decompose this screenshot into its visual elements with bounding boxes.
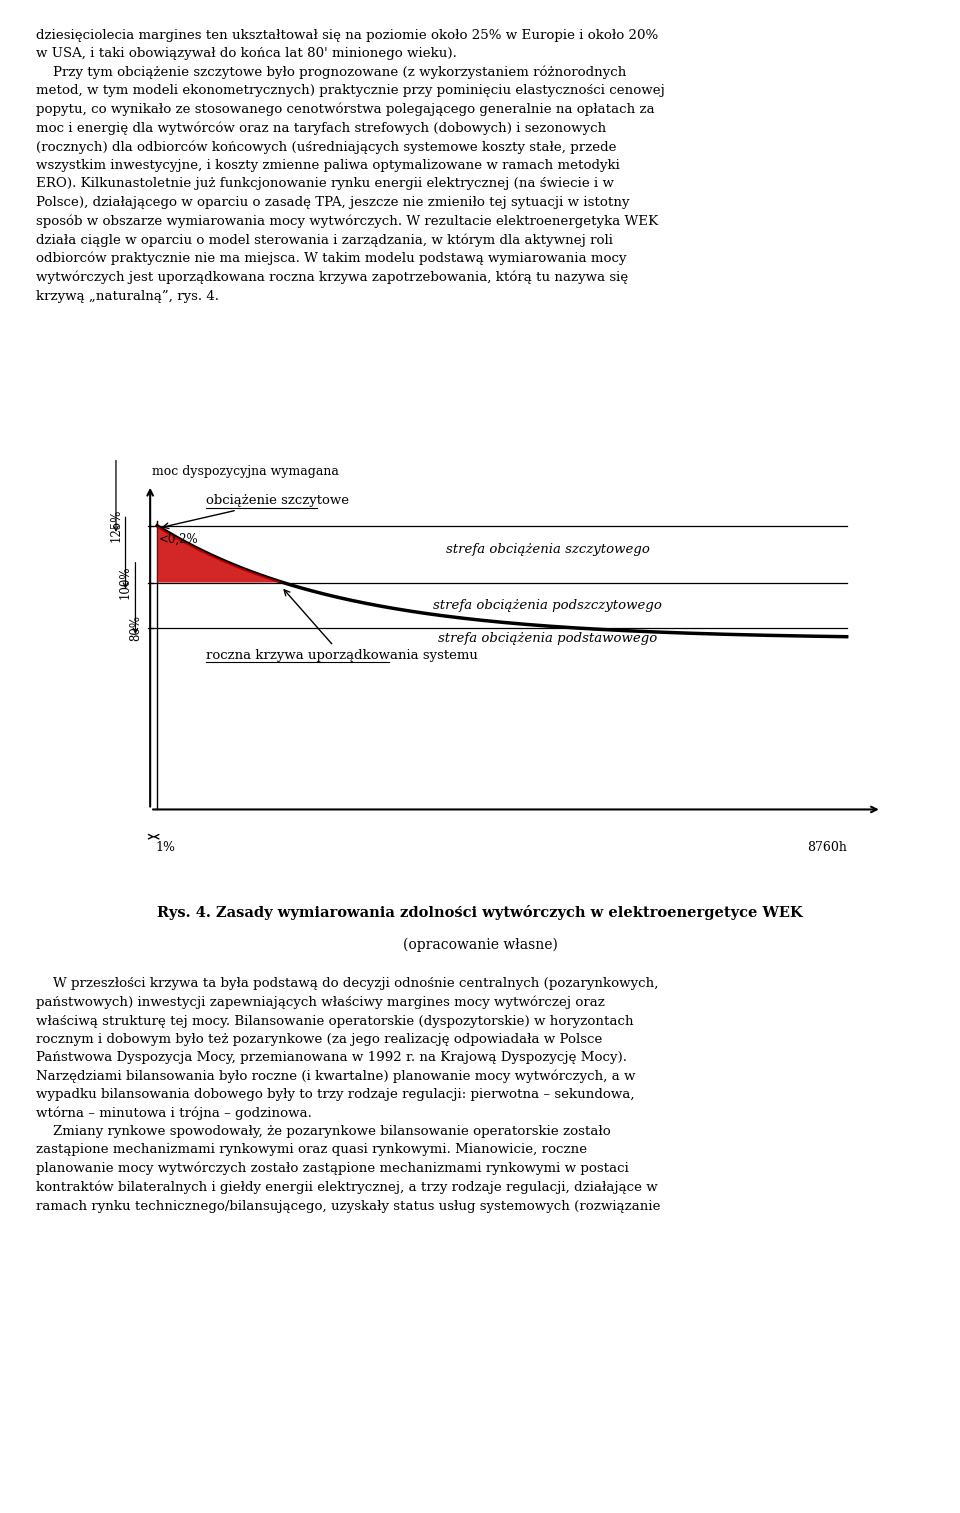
Text: <0,2%: <0,2% <box>158 533 198 546</box>
Text: W przeszłości krzywa ta była podstawą do decyzji odnośnie centralnych (pozarynko: W przeszłości krzywa ta była podstawą do… <box>36 977 661 1212</box>
Text: Rys. 4. Zasady wymiarowania zdolności wytwórczych w elektroenergetyce WEK: Rys. 4. Zasady wymiarowania zdolności wy… <box>157 905 803 920</box>
Text: 100%: 100% <box>119 566 132 599</box>
Text: 80%: 80% <box>129 614 142 642</box>
Text: obciążenie szczytowe: obciążenie szczytowe <box>163 495 348 528</box>
Text: strefa obciążenia podszczytowego: strefa obciążenia podszczytowego <box>433 599 662 611</box>
Text: strefa obciążenia podstawowego: strefa obciążenia podstawowego <box>438 631 658 645</box>
Text: strefa obciążenia szczytowego: strefa obciążenia szczytowego <box>445 543 650 557</box>
Text: moc dyspozycyjna wymagana: moc dyspozycyjna wymagana <box>152 464 339 478</box>
Text: 1%: 1% <box>156 841 176 855</box>
Polygon shape <box>157 527 283 583</box>
Text: 8760h: 8760h <box>806 841 847 855</box>
Text: roczna krzywa uporządkowania systemu: roczna krzywa uporządkowania systemu <box>205 590 478 661</box>
Text: (opracowanie własne): (opracowanie własne) <box>402 938 558 953</box>
Text: 125%: 125% <box>109 508 123 543</box>
Text: dziesięciolecia margines ten ukształtował się na poziomie około 25% w Europie i : dziesięciolecia margines ten ukształtowa… <box>36 29 665 303</box>
